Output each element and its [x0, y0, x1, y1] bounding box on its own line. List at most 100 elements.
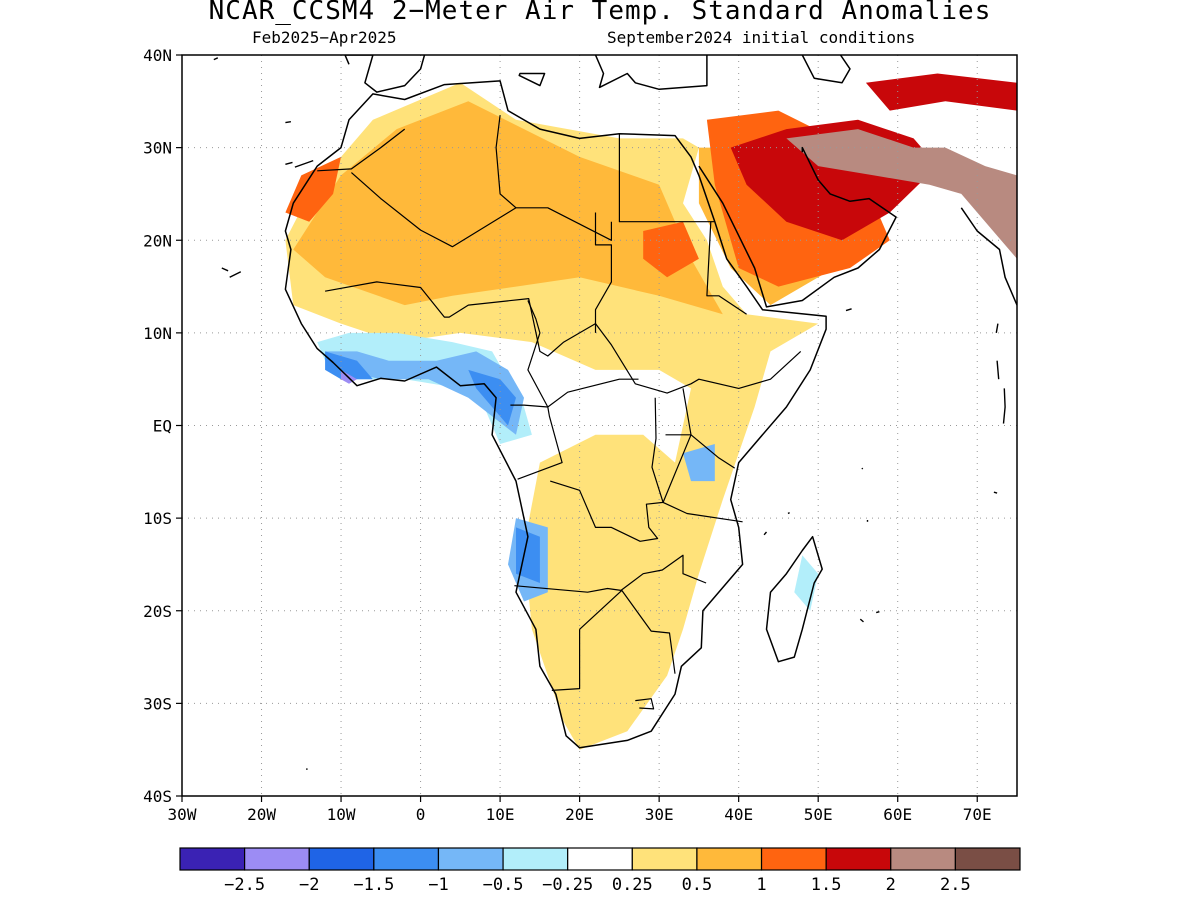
country-border: [618, 133, 714, 223]
anomaly-region-4: [643, 221, 699, 278]
map-axes: 30W 20W 10W 0 10E 20E 30E 40E 50E 60E 70E 40N 30N 20N…: [143, 46, 992, 824]
lon-tick-label: 50E: [804, 805, 833, 824]
country-border: [594, 212, 613, 333]
island-outline: [787, 511, 790, 515]
colorbar-label: −0.25: [542, 875, 593, 895]
island-outline: [996, 360, 1000, 380]
colorbar-swatch: [890, 847, 956, 871]
colorbar-label: 2: [886, 875, 896, 895]
lon-tick-label: 20E: [565, 805, 594, 824]
country-border: [682, 388, 736, 469]
lon-tick-label: 0: [416, 805, 426, 824]
forecast-period: Feb2025−Apr2025: [252, 28, 397, 47]
colorbar-label: 1.5: [811, 875, 842, 895]
colorbar-swatch: [760, 847, 827, 871]
colorbar-label: −0.5: [483, 875, 524, 895]
colorbar-label: −2.5: [224, 875, 265, 895]
colorbar-swatch: [954, 847, 1021, 871]
coastline-africa: [284, 80, 827, 749]
colorbar-swatch: [567, 847, 633, 871]
island-outline: [763, 531, 768, 536]
lon-tick-label: 10E: [486, 805, 515, 824]
coastline-iberia: [344, 55, 426, 93]
island-outline: [229, 271, 242, 278]
anomaly-region-8: [786, 129, 1017, 259]
coastlines: [213, 55, 1017, 770]
lat-tick-label: 40N: [143, 46, 172, 65]
colorbar-swatch: [373, 847, 440, 871]
lat-tick-label: 20N: [143, 231, 172, 250]
colorbar-label: 0.5: [682, 875, 713, 895]
country-border: [551, 629, 581, 691]
colorbar-swatch: [437, 847, 504, 871]
coastline-greece-turkey: [594, 55, 708, 91]
country-border: [514, 554, 707, 593]
country-border: [351, 172, 613, 248]
country-border: [635, 698, 655, 710]
country-border: [510, 404, 563, 480]
colorbar-swatch: [308, 847, 375, 871]
map-title: NCAR_CCSM4 2−Meter Air Temp. Standard An…: [208, 0, 992, 26]
anomaly-region-7: [865, 73, 1017, 111]
island-outline: [285, 121, 292, 124]
coastline-madagascar: [765, 535, 823, 663]
island-outline: [859, 618, 864, 623]
anomaly-region-11: [325, 351, 373, 380]
island-outline: [861, 467, 864, 470]
anomaly-region-16: [683, 444, 715, 482]
anomaly-region-15: [516, 527, 540, 583]
lon-tick-label: 30W: [168, 805, 197, 824]
colorbar-swatch: [825, 847, 892, 871]
anomaly-region-3: [285, 156, 341, 222]
anomaly-region-17: [794, 555, 819, 611]
country-borders: [317, 115, 802, 710]
country-border: [527, 300, 639, 408]
colorbar-swatch: [244, 847, 310, 871]
lon-tick-label: 20W: [247, 805, 276, 824]
coastline-india: [960, 207, 1017, 306]
anomaly-region-1: [293, 101, 723, 315]
island-outline: [845, 308, 852, 312]
lat-tick-label: 20S: [143, 602, 172, 621]
island-outline: [993, 491, 998, 494]
lat-tick-label: EQ: [153, 417, 172, 436]
lat-tick-label: 10N: [143, 324, 172, 343]
lat-tick-label: 40S: [143, 787, 172, 806]
colorbar-swatch: [502, 847, 569, 871]
colorbar-swatch: [179, 847, 246, 871]
colorbar-label: −1: [428, 875, 448, 895]
coastline-arabia: [698, 146, 897, 308]
island-outline: [876, 611, 880, 614]
initial-conditions-label: September2024 initial conditions: [607, 28, 916, 47]
island-outline: [1002, 388, 1006, 424]
country-border: [324, 281, 802, 394]
country-border: [662, 434, 743, 523]
island-outline: [285, 161, 293, 165]
country-border: [579, 589, 676, 674]
coastline-caspian: [801, 55, 851, 84]
lon-tick-label: 10W: [327, 805, 356, 824]
country-border: [495, 115, 517, 209]
colorbar-swatch: [631, 847, 698, 871]
anomaly-shading: [285, 73, 1017, 750]
lat-tick-label: 30N: [143, 139, 172, 158]
country-border: [550, 397, 664, 542]
lat-tick-label: 10S: [143, 509, 172, 528]
colorbar-label: −2: [299, 875, 319, 895]
lon-tick-label: 60E: [883, 805, 912, 824]
colorbar-label: 0.25: [612, 875, 653, 895]
colorbar: −2.5 −2 −1.5 −1 −0.5 −0.25 0.25 0.5 1 1.5 2 2.5: [179, 847, 1021, 895]
island-outline: [213, 57, 219, 61]
coastline-italy-sicily: [518, 72, 546, 87]
lon-tick-label: 30E: [645, 805, 674, 824]
colorbar-label: −1.5: [353, 875, 394, 895]
lat-tick-label: 30S: [143, 694, 172, 713]
lon-tick-label: 40E: [724, 805, 753, 824]
island-outline: [995, 323, 999, 334]
island-outline: [221, 267, 229, 272]
country-border: [317, 128, 406, 172]
lon-tick-label: 70E: [963, 805, 992, 824]
country-border: [706, 221, 747, 315]
colorbar-swatch: [696, 847, 763, 871]
